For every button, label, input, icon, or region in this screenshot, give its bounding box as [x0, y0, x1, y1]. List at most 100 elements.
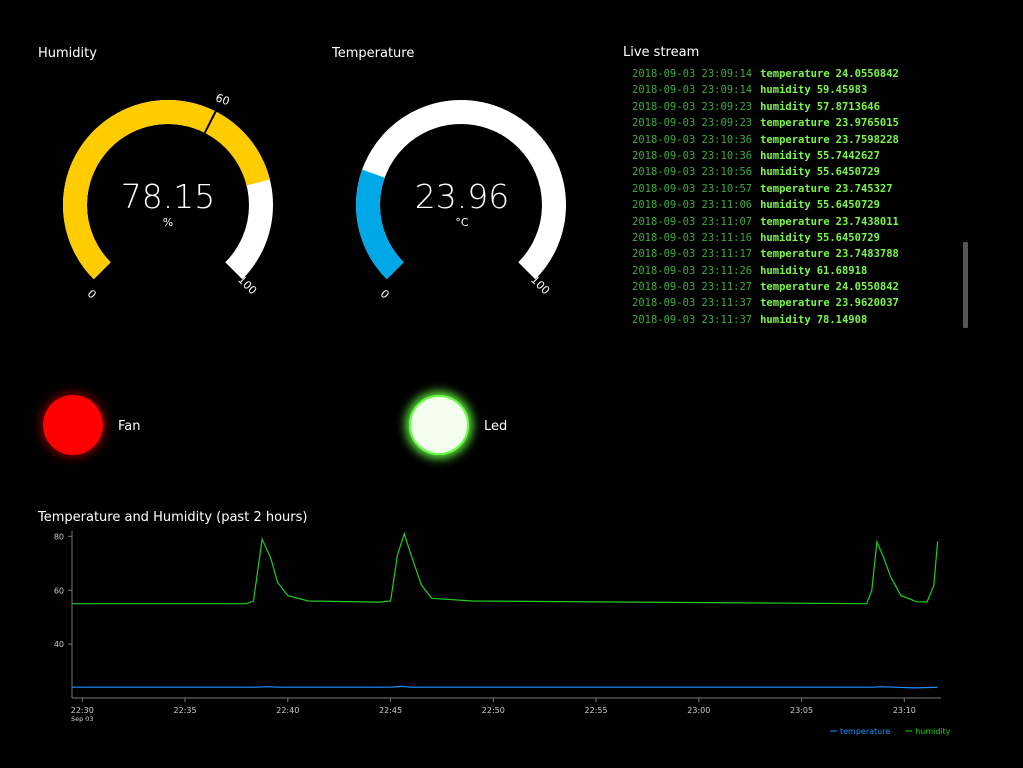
chart-y-tick-label: 80 — [54, 532, 64, 541]
stream-value: 24.0550842 — [835, 68, 899, 80]
humidity-gauge-title: Humidity — [38, 46, 97, 61]
temperature-gauge-unit: °C — [455, 216, 469, 229]
chart-title: Temperature and Humidity (past 2 hours) — [38, 510, 308, 525]
chart-x-tick-label: 22:35 — [174, 706, 197, 715]
stream-value: 55.6450729 — [816, 199, 880, 212]
stream-key: temperature — [760, 68, 830, 80]
stream-timestamp: 2018-09-03 23:09:23 — [632, 100, 753, 113]
stream-timestamp: 2018-09-03 23:11:27 — [632, 281, 753, 294]
stream-key: humidity — [760, 166, 811, 179]
stream-row: 2018-09-03 23:11:26 humidity 61.68918 — [624, 263, 964, 279]
chart-x-tick-label: 23:10 — [893, 706, 916, 715]
temperature-gauge-value: 23.96 — [414, 177, 510, 216]
stream-row: 2018-09-03 23:11:17 temperature 23.7483788 — [624, 246, 964, 262]
stream-key: humidity — [760, 100, 811, 113]
stream-key: temperature — [760, 281, 830, 294]
stream-value: 23.9765015 — [835, 117, 899, 130]
legend-label-humidity: humidity — [915, 727, 951, 736]
stream-key: temperature — [760, 215, 830, 228]
legend-label-temperature: temperature — [840, 727, 890, 736]
humidity-gauge-min-label: 0 — [85, 287, 99, 301]
stream-row: 2018-09-03 23:09:23 humidity 57.8713646 — [624, 99, 964, 115]
stream-value: 55.6450729 — [816, 231, 880, 244]
stream-timestamp: 2018-09-03 23:10:36 — [632, 133, 753, 146]
chart-x-tick-label: 22:30 — [71, 706, 94, 715]
stream-row: 2018-09-03 23:11:16 humidity 55.6450729 — [624, 230, 964, 246]
led-label: Led — [484, 419, 508, 434]
chart-x-date-label: Sep 03 — [71, 715, 94, 723]
stream-value: 24.0550842 — [835, 281, 899, 294]
stream-value: 57.8713646 — [816, 100, 880, 113]
chart-x-tick-label: 23:05 — [790, 706, 813, 715]
fan-indicator — [43, 395, 103, 455]
temperature-gauge-min-label: 0 — [378, 287, 392, 301]
stream-timestamp: 2018-09-03 23:09:14 — [632, 84, 753, 97]
temperature-gauge-max-label: 100 — [528, 273, 552, 297]
stream-timestamp: 2018-09-03 23:11:16 — [632, 231, 753, 244]
chart-x-tick-label: 22:55 — [585, 706, 608, 715]
stream-row: 2018-09-03 23:11:07 temperature 23.7438011 — [624, 214, 964, 230]
stream-value: 59.45983 — [816, 84, 868, 97]
stream-row: 2018-09-03 23:11:37 humidity 78.14908 — [624, 312, 964, 328]
live-stream-scrollbar[interactable] — [963, 242, 968, 328]
stream-value: 23.7438011 — [835, 215, 899, 228]
stream-timestamp: 2018-09-03 23:10:57 — [632, 182, 753, 195]
chart-x-tick-label: 23:00 — [687, 706, 710, 715]
temperature-gauge-fill — [356, 169, 404, 280]
stream-timestamp: 2018-09-03 23:11:07 — [632, 215, 753, 228]
stream-row: 2018-09-03 23:11:27 temperature 24.0550842 — [624, 279, 964, 295]
stream-key: humidity — [760, 84, 811, 97]
stream-key: humidity — [760, 149, 811, 162]
chart-x-tick-label: 22:45 — [379, 706, 402, 715]
fan-label: Fan — [118, 419, 141, 434]
stream-key: temperature — [760, 182, 830, 195]
stream-row: 2018-09-03 23:09:14 temperature 24.0550842 — [624, 66, 964, 82]
stream-key: humidity — [760, 231, 811, 244]
stream-value: 78.14908 — [816, 313, 868, 326]
humidity-gauge-max-label: 100 — [235, 273, 259, 297]
stream-timestamp: 2018-09-03 23:11:06 — [632, 199, 753, 212]
stream-key: humidity — [760, 199, 811, 212]
live-stream-list[interactable]: 2018-09-03 23:09:14 temperature 24.0550842… — [624, 66, 964, 328]
stream-value: 55.6450729 — [816, 166, 880, 179]
temperature-gauge-title: Temperature — [332, 46, 415, 61]
led-indicator — [409, 395, 469, 455]
stream-timestamp: 2018-09-03 23:09:23 — [632, 117, 753, 130]
humidity-gauge: 0 100 60 — [63, 91, 273, 301]
stream-value: 23.745327 — [835, 182, 893, 195]
stream-key: temperature — [760, 133, 830, 146]
stream-timestamp: 2018-09-03 23:11:37 — [632, 313, 753, 326]
stream-timestamp: 2018-09-03 23:09:14 — [632, 68, 753, 80]
stream-key: humidity — [760, 313, 811, 326]
chart-y-tick-label: 40 — [54, 640, 64, 649]
stream-key: temperature — [760, 117, 830, 130]
temperature-gauge: 0 100 — [356, 100, 566, 301]
stream-value: 23.7598228 — [835, 133, 899, 146]
stream-timestamp: 2018-09-03 23:11:37 — [632, 297, 753, 310]
humidity-gauge-value: 78.15 — [120, 177, 216, 216]
stream-value: 61.68918 — [816, 264, 868, 277]
chart-x-tick-label: 22:40 — [276, 706, 299, 715]
stream-key: temperature — [760, 248, 830, 261]
stream-timestamp: 2018-09-03 23:10:56 — [632, 166, 753, 179]
stream-key: humidity — [760, 264, 811, 277]
stream-timestamp: 2018-09-03 23:11:26 — [632, 264, 753, 277]
chart-y-tick-label: 60 — [54, 586, 64, 595]
stream-value: 23.7483788 — [835, 248, 899, 261]
stream-timestamp: 2018-09-03 23:10:36 — [632, 149, 753, 162]
stream-row: 2018-09-03 23:10:57 temperature 23.745327 — [624, 181, 964, 197]
stream-timestamp: 2018-09-03 23:11:17 — [632, 248, 753, 261]
stream-row: 2018-09-03 23:09:14 humidity 59.45983 — [624, 82, 964, 98]
stream-row: 2018-09-03 23:11:37 temperature 23.9620037 — [624, 295, 964, 311]
stream-row: 2018-09-03 23:11:06 humidity 55.6450729 — [624, 197, 964, 213]
humidity-gauge-unit: % — [162, 216, 174, 229]
stream-row: 2018-09-03 23:09:23 temperature 23.9765015 — [624, 115, 964, 131]
stream-row: 2018-09-03 23:10:56 humidity 55.6450729 — [624, 164, 964, 180]
humidity-gauge-fill — [63, 100, 270, 280]
stream-row: 2018-09-03 23:10:36 temperature 23.7598228 — [624, 132, 964, 148]
live-stream-title: Live stream — [623, 45, 700, 60]
stream-key: temperature — [760, 297, 830, 310]
chart-x-tick-label: 22:50 — [482, 706, 505, 715]
stream-value: 23.9620037 — [835, 297, 899, 310]
humidity-gauge-threshold-label: 60 — [214, 91, 232, 108]
